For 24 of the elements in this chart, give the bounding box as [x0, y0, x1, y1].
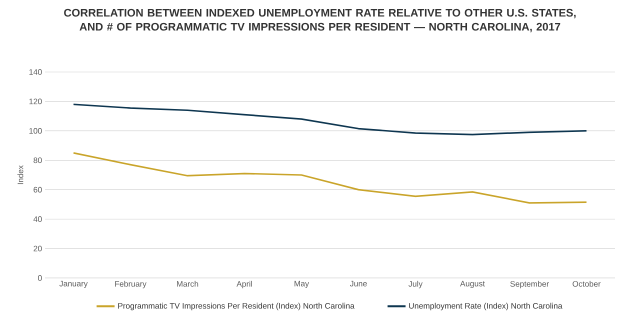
x-tick-label: October [572, 280, 601, 287]
x-tick-label: September [510, 280, 549, 288]
y-tick-label: 20 [34, 246, 42, 252]
x-tick-label: July [408, 280, 423, 288]
legend-label: Unemployment Rate (Index) North Carolina [409, 302, 562, 310]
line-series [72, 104, 588, 136]
x-tick-label: January [59, 280, 88, 288]
y-tick-label: 140 [29, 69, 42, 75]
x-tick-label: June [350, 280, 367, 286]
y-tick-label: 0 [38, 275, 42, 281]
y-tick-label: 40 [33, 216, 42, 222]
x-tick-label: May [294, 280, 310, 288]
legend-label: Programmatic TV Impressions Per Resident (Index) North Carolina [118, 302, 355, 310]
y-tick-label: 80 [34, 157, 42, 164]
y-axis-title: Index [17, 165, 24, 184]
x-tick-label: April [236, 280, 252, 288]
y-tick-label: 100 [29, 128, 42, 134]
y-tick-label: 60 [34, 186, 42, 193]
x-tick-label: February [115, 280, 146, 288]
x-tick-label: March [177, 280, 198, 287]
chart-title: CORRELATION BETWEEN INDEXED UNEMPLOYMENT RATE RELATIVE TO OTHER U.S. STATES, AND # OF PROGRAMMATIC TV IMPRESSIONS PER RESIDENT — NORTH CAROLINA, 2017 [64, 8, 576, 32]
x-tick-label: August [460, 280, 485, 288]
y-tick-label: 120 [29, 98, 42, 104]
line-series [72, 152, 588, 204]
